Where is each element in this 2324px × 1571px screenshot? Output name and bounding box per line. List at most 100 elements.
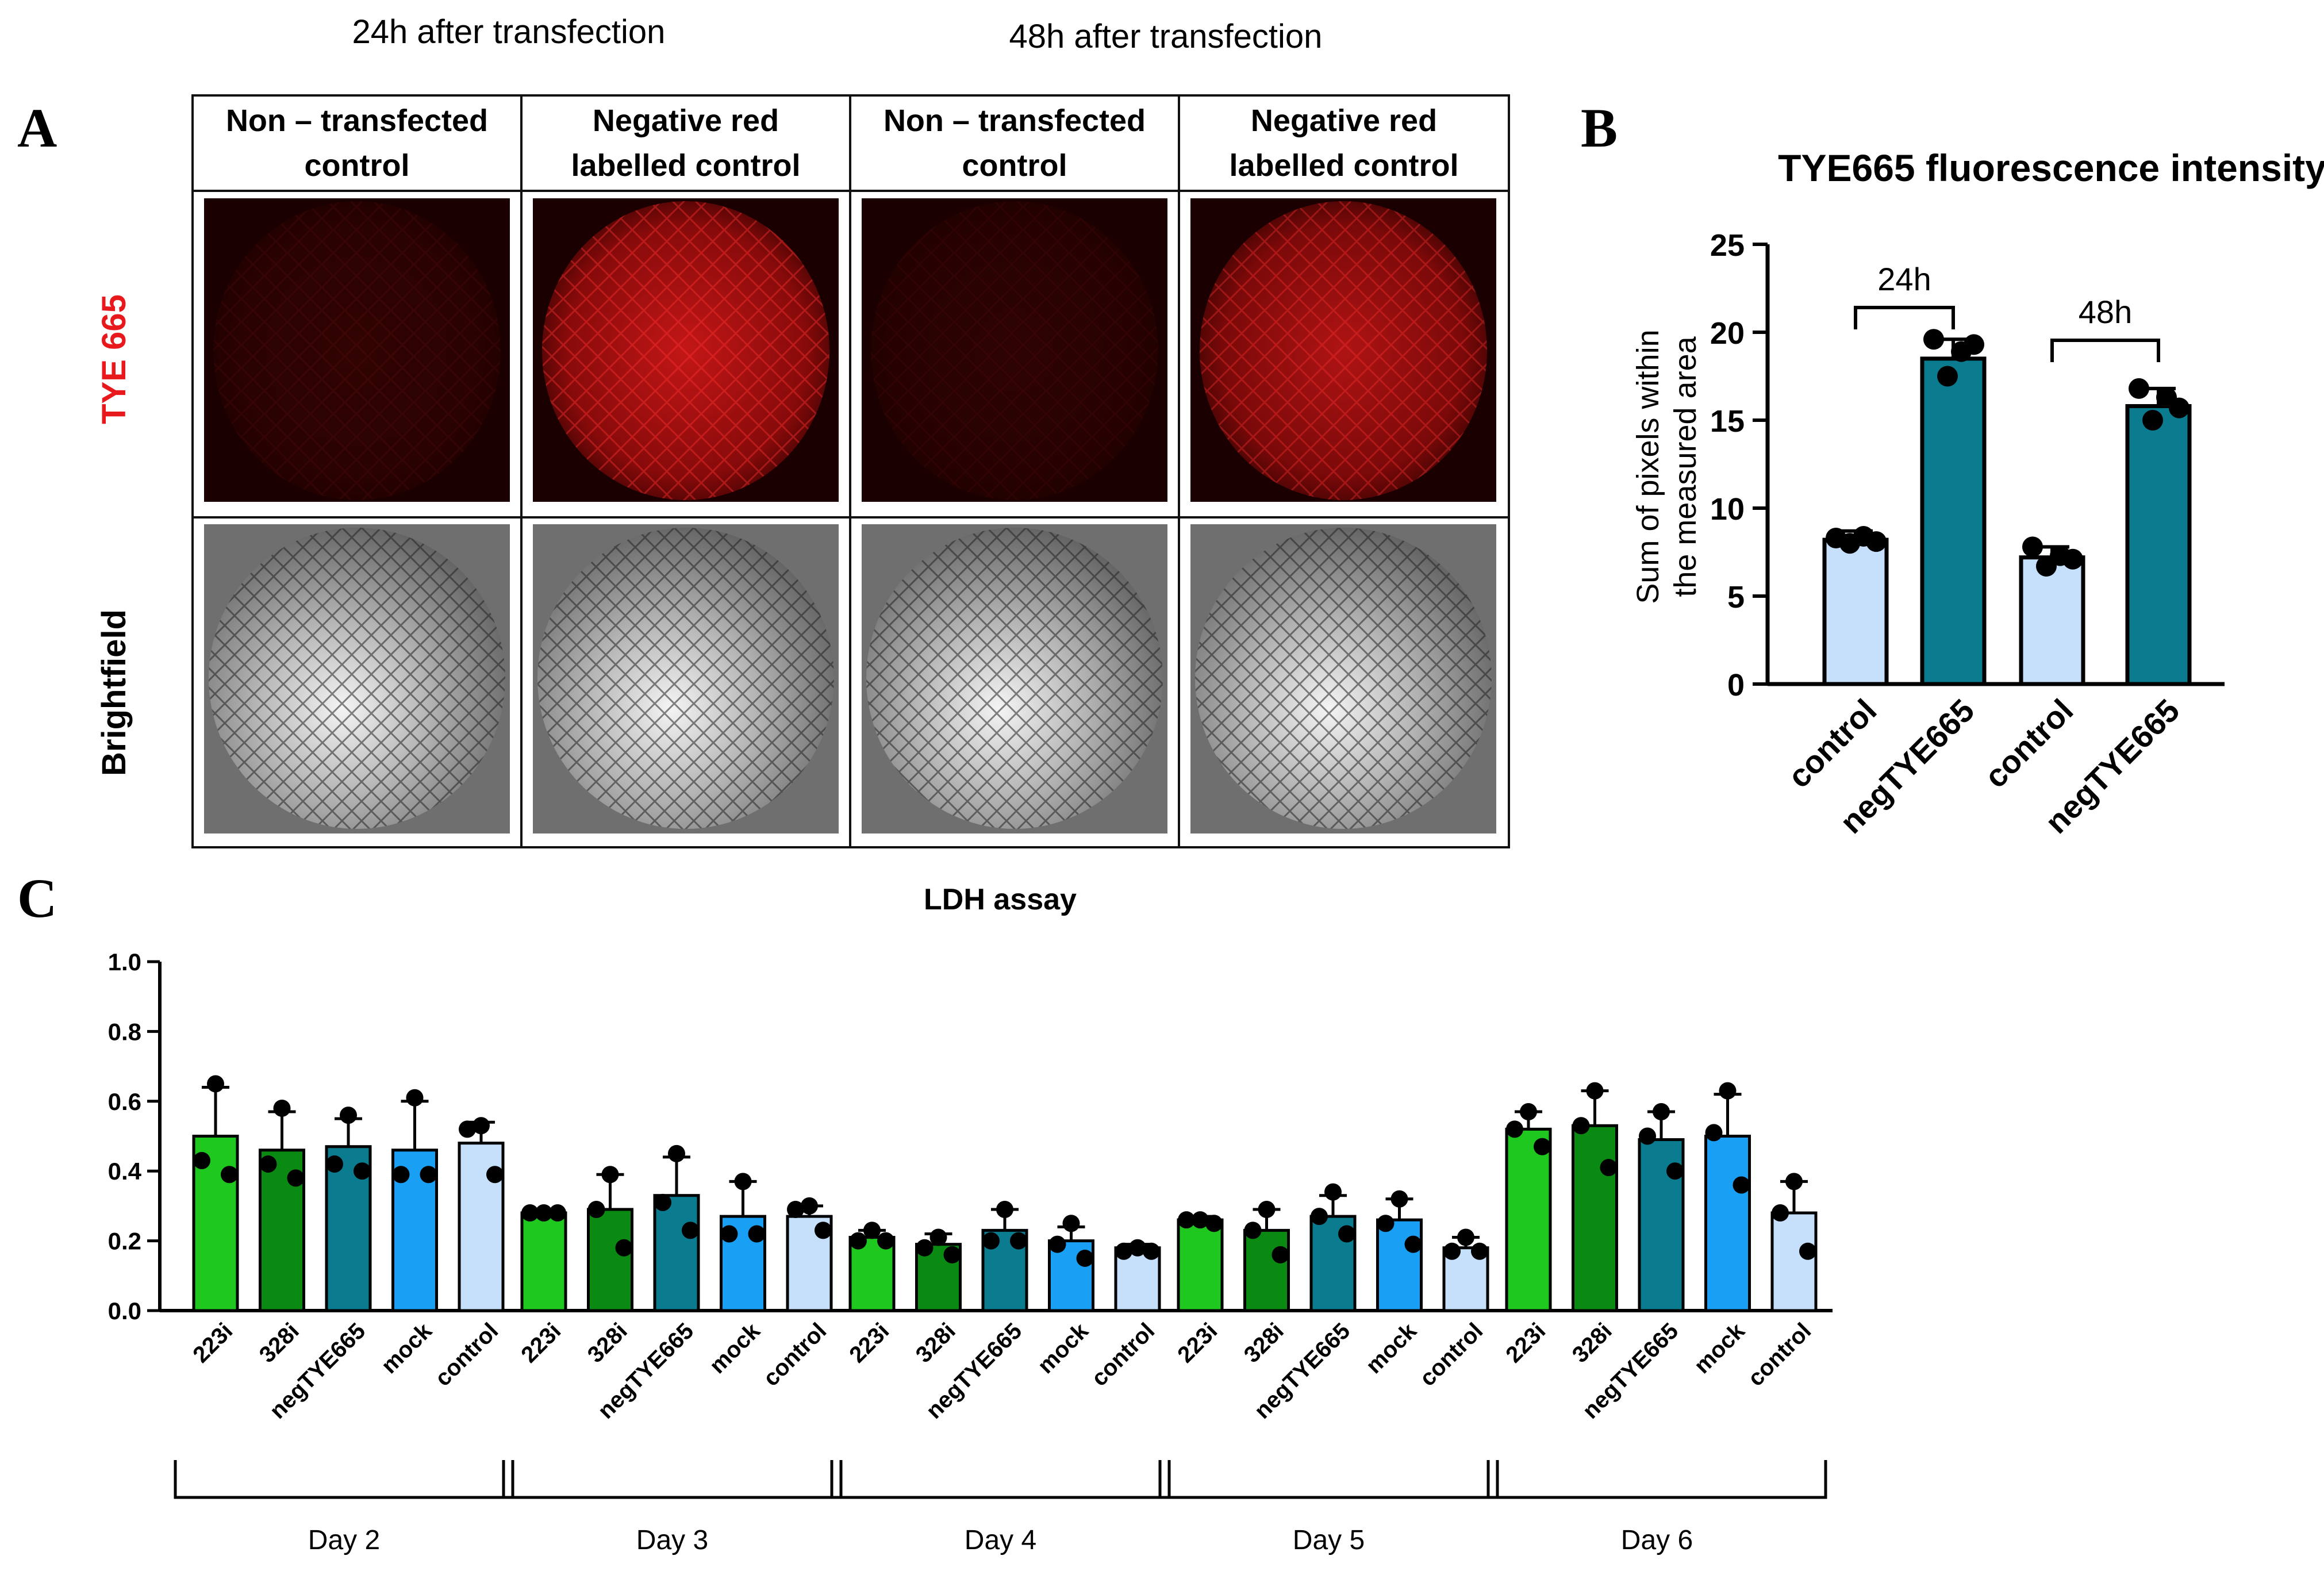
chart-c-point [354, 1162, 371, 1180]
chart-c-day-label: Day 6 [1621, 1525, 1693, 1555]
fluorescence-micrograph [1190, 198, 1496, 502]
row-label-brightfield: Brightfield [95, 609, 133, 776]
chart-c-x-label: mock [1033, 1318, 1094, 1379]
brightfield-micrograph [533, 524, 839, 833]
chart-b-point [2142, 410, 2163, 431]
panel-label-b: B [1581, 97, 1618, 159]
chart-c-point [1799, 1242, 1816, 1260]
chart-b-bar [1920, 356, 1987, 686]
chart-c-point [1719, 1082, 1737, 1100]
timepoint-48h-label: 48h after transfection [1009, 18, 1323, 55]
row-label-tye665: TYE 665 [95, 294, 133, 424]
chart-c-point [1272, 1246, 1289, 1263]
chart-c-point [654, 1193, 671, 1211]
panel-a: A 24h after transfection 48h after trans… [17, 13, 1510, 848]
chart-c-point [1600, 1159, 1618, 1177]
chart-c-point [943, 1246, 961, 1263]
chart-b-point [1923, 329, 1944, 350]
chart-c-point [1178, 1211, 1195, 1229]
chart-c-day-label: Day 5 [1293, 1525, 1365, 1555]
chart-c-point [1390, 1190, 1408, 1208]
chart-b-y-tick-label: 20 [1710, 316, 1745, 351]
chart-c-day-label: Day 4 [965, 1525, 1036, 1555]
chart-c-point [1639, 1127, 1656, 1145]
chart-c-day-label: Day 3 [636, 1525, 708, 1555]
column-header: Non – transfected control [226, 103, 488, 183]
chart-c-point [1062, 1215, 1080, 1232]
chart-c-point [916, 1239, 934, 1257]
chart-c-point [1572, 1117, 1590, 1135]
chart-b-ylabel-line2: the measured area [1668, 336, 1703, 597]
chart-c-x-label: 223i [1501, 1318, 1550, 1368]
panel-label-a: A [17, 97, 57, 159]
chart-c-point [1048, 1235, 1066, 1253]
chart-c-point [1506, 1120, 1523, 1138]
column-header-line2: control [305, 148, 410, 183]
chart-c-bar [1572, 1124, 1618, 1312]
chart-c-point [1586, 1082, 1604, 1100]
chart-c-point [1311, 1208, 1328, 1226]
chart-c-point [1653, 1103, 1670, 1121]
chart-c-bar [848, 1236, 896, 1312]
chart-c-point [1258, 1200, 1276, 1218]
chart-b-y-tick-label: 10 [1710, 492, 1745, 527]
chart-c-point [406, 1089, 424, 1107]
chart-c-point [863, 1222, 881, 1239]
chart-c-bar [587, 1208, 633, 1312]
chart-c-day-label: Day 2 [308, 1525, 380, 1555]
column-header-line1: Negative red [1251, 103, 1437, 138]
chart-c-point [1192, 1211, 1209, 1229]
chart-b-point [2022, 536, 2043, 558]
chart-b-group-label: 24h [1877, 261, 1931, 297]
chart-c-x-label: mock [1689, 1318, 1750, 1379]
chart-c-point [996, 1200, 1013, 1218]
chart-c-point [1244, 1222, 1262, 1239]
chart-c-point [1404, 1235, 1422, 1253]
chart-c-x-label: mock [377, 1318, 437, 1379]
chart-c-bar [653, 1194, 700, 1312]
chart-b-bar [2125, 404, 2192, 686]
chart-b-point [2129, 378, 2149, 399]
chart-c-point [1205, 1215, 1223, 1232]
chart-c-point [615, 1239, 633, 1257]
chart-b-y-tick-label: 25 [1710, 228, 1745, 263]
chart-c-x-label: 328i [1568, 1318, 1617, 1368]
chart-b-y-tick-label: 15 [1710, 404, 1745, 439]
chart-b-bar [2019, 555, 2085, 686]
chart-c-bar [1770, 1211, 1818, 1312]
chart-c-x-label: control [1743, 1318, 1816, 1391]
fluorescence-micrograph [533, 198, 839, 502]
chart-c-bar [1704, 1135, 1751, 1312]
chart-c-point [535, 1204, 552, 1222]
chart-c-point [815, 1222, 832, 1239]
chart-c-point [1377, 1215, 1395, 1232]
column-header: Negative red labelled control [571, 103, 800, 183]
chart-c-y-tick-label: 1.0 [108, 948, 141, 975]
chart-c-point [459, 1120, 476, 1138]
chart-c-bar [1243, 1228, 1290, 1312]
chart-c-day-bracket [1158, 1460, 1499, 1499]
chart-b-bar [1822, 537, 1889, 686]
fluorescence-micrograph [862, 198, 1167, 502]
chart-b-y-tick-label: 0 [1727, 668, 1745, 702]
chart-c-point [1666, 1162, 1684, 1180]
chart-c-point [682, 1222, 699, 1239]
chart-c-x-label: 328i [583, 1318, 632, 1368]
chart-c-y-tick-label: 0.0 [108, 1297, 141, 1324]
chart-c-point [1129, 1239, 1146, 1257]
chart-c-bar [520, 1211, 567, 1312]
chart-b-y-tick-label: 5 [1727, 580, 1745, 614]
chart-b-point [2169, 397, 2189, 418]
column-header: Negative red labelled control [1229, 103, 1458, 183]
chart-c-x-label: control [430, 1318, 503, 1391]
chart-c-point [193, 1151, 210, 1169]
chart-c-x-label: 328i [911, 1318, 961, 1368]
chart-b-point [1937, 366, 1958, 387]
chart-c-point [1785, 1173, 1803, 1190]
chart-b-point [1964, 334, 1984, 355]
chart-c-point [982, 1232, 1000, 1250]
chart-c-point [1443, 1242, 1461, 1260]
chart-c-point [877, 1232, 894, 1250]
chart-c-x-label: 328i [1239, 1318, 1289, 1368]
